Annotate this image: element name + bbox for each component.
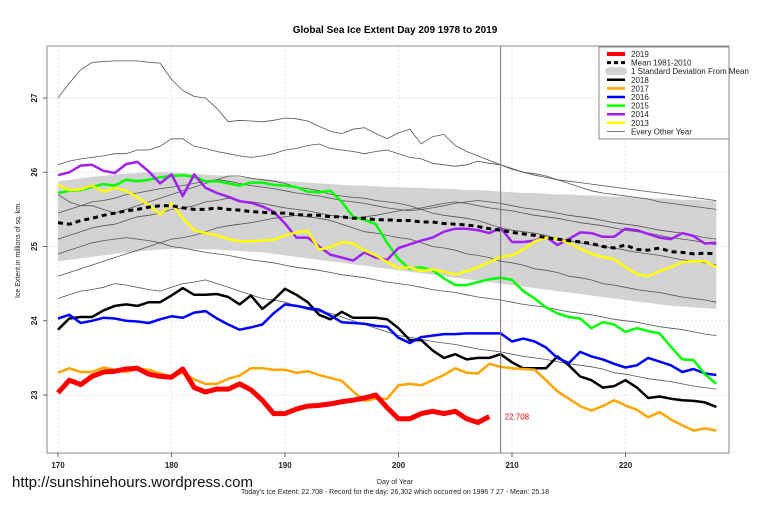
other-year-line xyxy=(57,179,717,240)
legend-label: 2017 xyxy=(631,84,649,93)
other-year-line xyxy=(57,237,717,336)
legend-label: Mean 1981-2010 xyxy=(631,59,692,68)
legend-label: 2014 xyxy=(631,110,649,119)
series-line-2018 xyxy=(57,286,717,409)
series-line-mean-1981-2010 xyxy=(57,204,717,256)
plot-frame xyxy=(46,45,730,454)
watermark-url: http://sunshinehours.wordpress.com xyxy=(12,474,253,491)
other-year-line xyxy=(57,138,717,210)
legend-label: 2016 xyxy=(631,93,649,102)
other-years-lines xyxy=(57,60,717,390)
x-tick-label: 180 xyxy=(165,461,179,470)
legend-label: 1 Standard Deviation From Mean xyxy=(631,67,749,76)
legend-label: 2015 xyxy=(631,102,649,111)
other-year-line xyxy=(57,60,717,201)
series-line-2016 xyxy=(57,303,717,377)
x-tick-label: 200 xyxy=(392,461,406,470)
y-axis-ticks: 23 24 25 26 27 xyxy=(30,93,47,399)
chart-title: Global Sea Ice Extent Day 209 1978 to 20… xyxy=(293,25,498,36)
legend-label: 2018 xyxy=(631,76,649,85)
x-tick-label: 170 xyxy=(51,461,65,470)
series-line-2014 xyxy=(57,160,717,262)
x-tick-label: 210 xyxy=(505,461,519,470)
x-axis-label: Day of Year xyxy=(377,479,414,486)
highlight-series xyxy=(56,160,718,432)
y-axis-label: Ice Extent in millions of sq. km. xyxy=(15,202,22,298)
y-tick-label: 24 xyxy=(30,316,39,325)
legend-swatch xyxy=(605,67,627,76)
legend-label: 2013 xyxy=(631,119,649,128)
y-tick-label: 25 xyxy=(30,242,39,251)
chart-subtitle: Today's Ice Extent: 22.708 - Record for … xyxy=(241,489,549,496)
other-year-line xyxy=(57,279,717,390)
current-value-label: 22.708 xyxy=(505,413,530,422)
legend-label: Every Other Year xyxy=(631,127,692,136)
y-tick-label: 23 xyxy=(30,390,39,399)
other-year-line xyxy=(57,197,717,246)
x-tick-label: 220 xyxy=(619,461,633,470)
y-tick-label: 27 xyxy=(30,93,39,102)
series-line-2019 xyxy=(56,365,491,425)
x-tick-label: 190 xyxy=(278,461,292,470)
legend-label: 2019 xyxy=(631,50,649,59)
other-year-line xyxy=(57,214,717,303)
x-axis-ticks: 170 180 190 200 210 220 xyxy=(51,453,633,470)
y-tick-label: 26 xyxy=(30,167,39,176)
